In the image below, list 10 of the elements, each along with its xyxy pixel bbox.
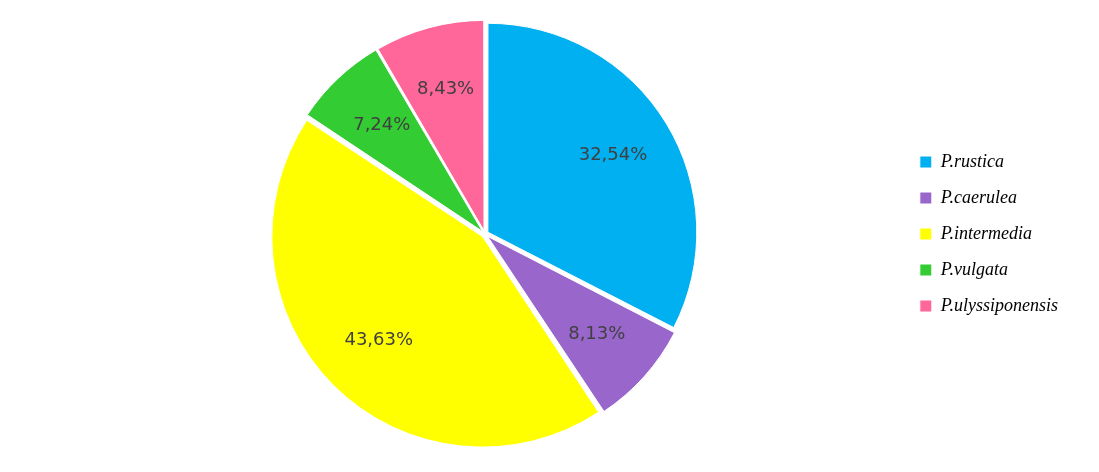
legend-label: P.caerulea bbox=[939, 186, 1017, 207]
legend-label: P.ulyssiponensis bbox=[939, 294, 1059, 315]
legend-label: P.vulgata bbox=[939, 258, 1008, 279]
data-label: 32,54% bbox=[578, 143, 648, 165]
legend-label: P.rustica bbox=[939, 150, 1005, 171]
legend-label: P.intermedia bbox=[939, 222, 1032, 243]
data-label: 8,13% bbox=[568, 321, 626, 343]
data-label: 7,24% bbox=[353, 112, 411, 134]
data-label: 43,63% bbox=[344, 327, 414, 349]
data-label: 8,43% bbox=[417, 76, 475, 98]
